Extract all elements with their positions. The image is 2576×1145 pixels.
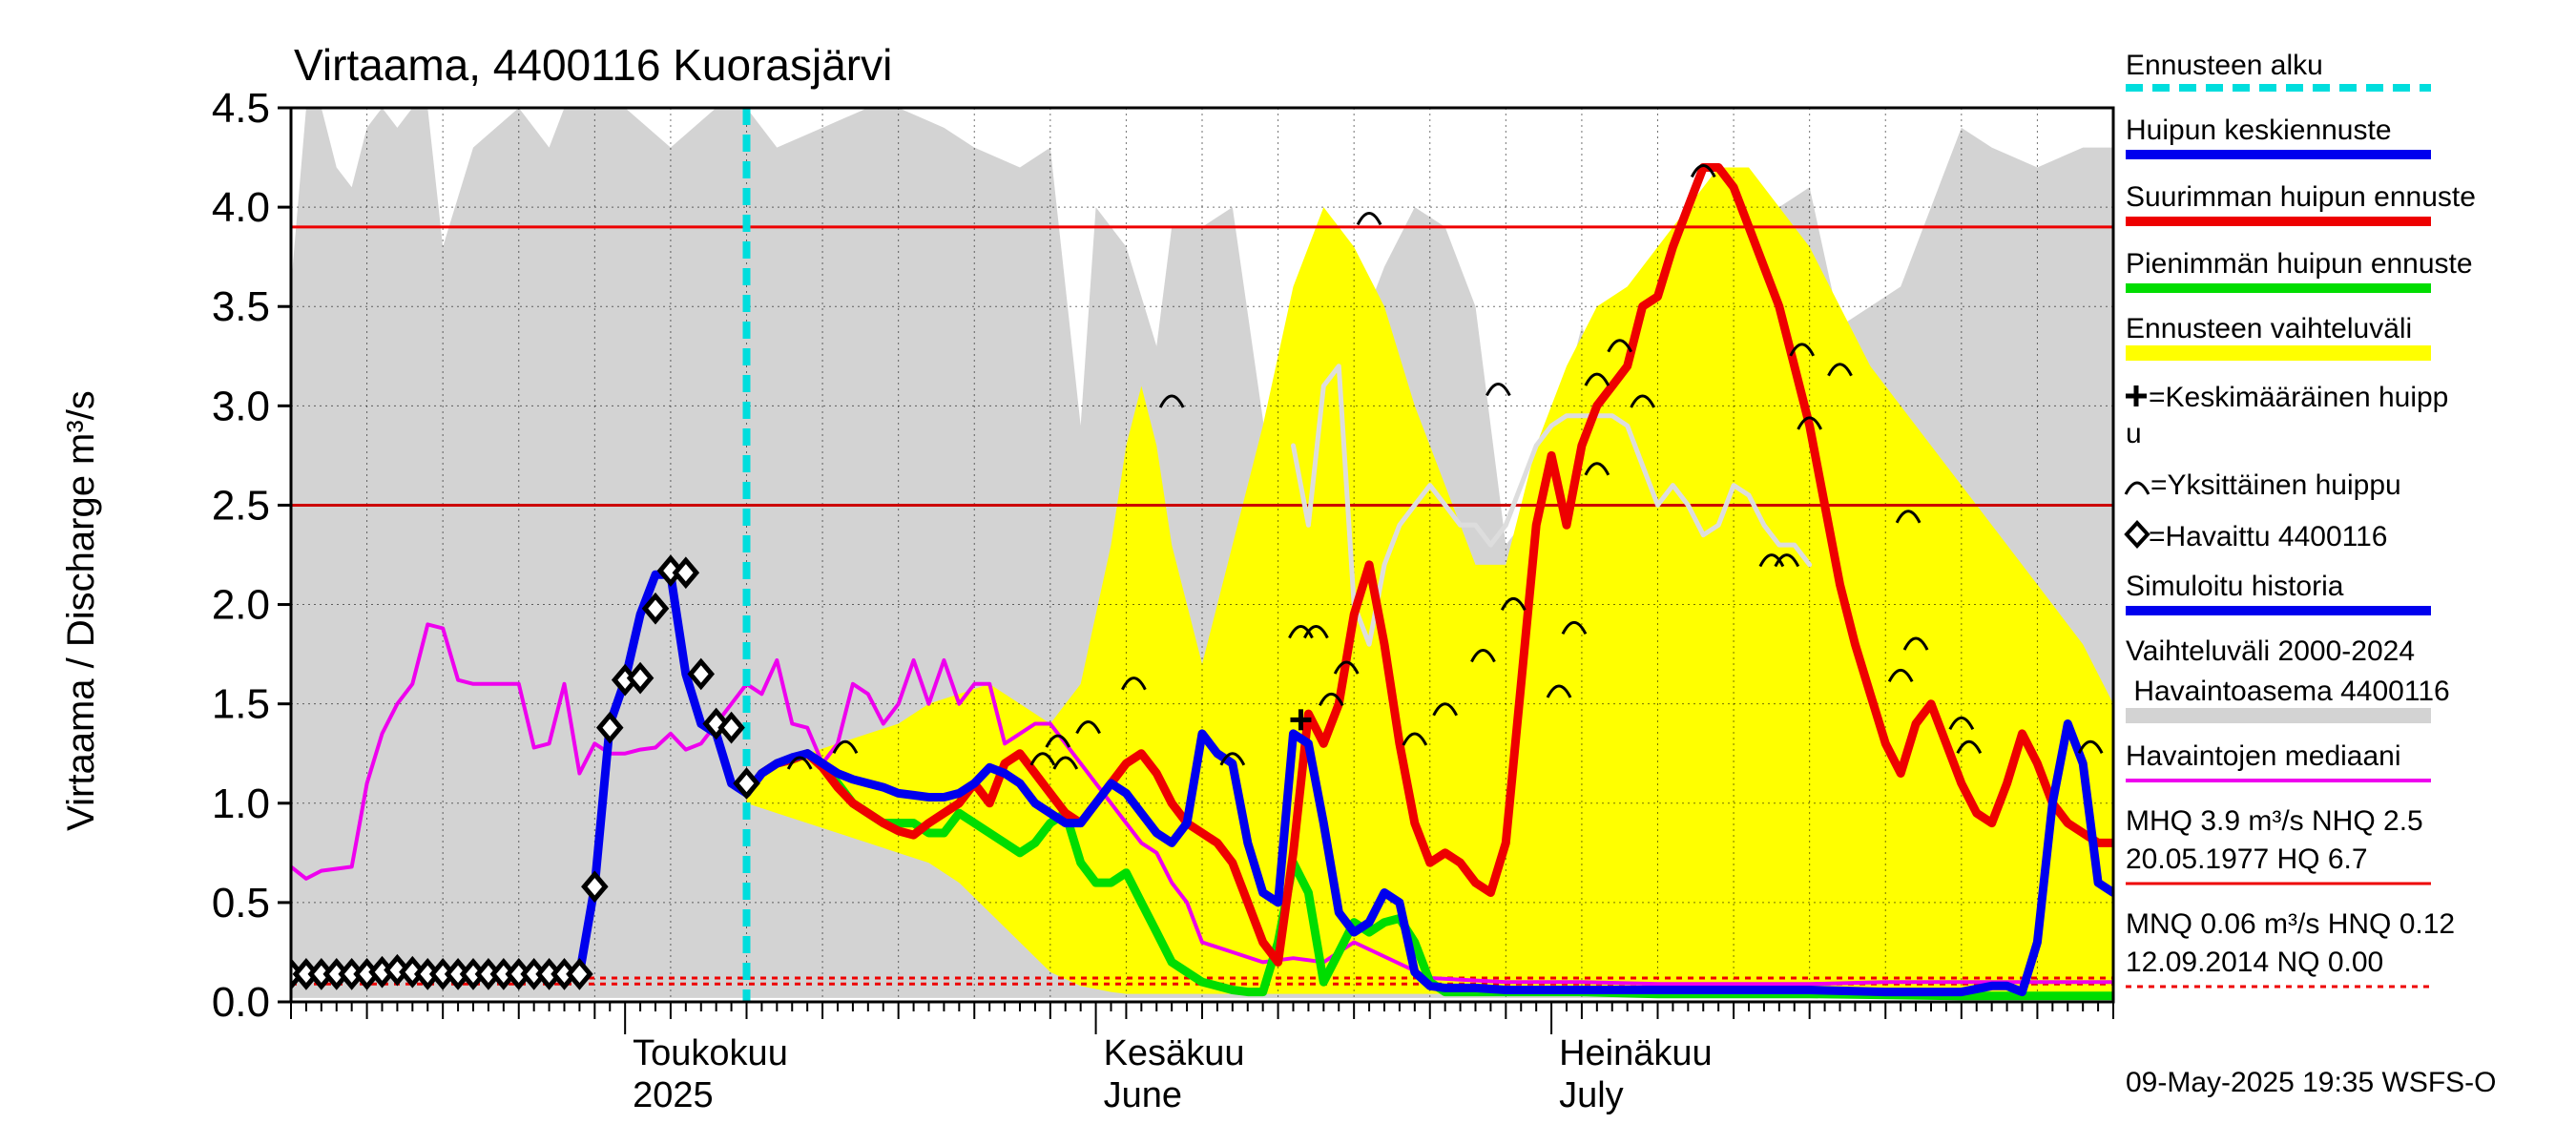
individual-peak-marker — [1318, 692, 1344, 707]
x-month-label: Kesäkuu — [1104, 1033, 1245, 1073]
individual-peak-marker — [1333, 660, 1360, 675]
observed-point — [672, 556, 700, 590]
individual-peak-marker — [1402, 732, 1428, 746]
individual-peak-marker — [1902, 636, 1929, 651]
plus-icon — [2126, 385, 2147, 406]
y-tick-label: 2.0 — [212, 582, 270, 629]
legend-mhq-label: MHQ 3.9 m³/s NHQ 2.5 — [2126, 805, 2423, 837]
observed-point — [687, 657, 716, 691]
individual-peak-marker — [1485, 383, 1511, 397]
y-tick-label: 3.0 — [212, 383, 270, 429]
individual-peak-marker — [1356, 211, 1382, 226]
y-tick-label: 0.5 — [212, 880, 270, 926]
legend-forecast-range-swatch — [2126, 345, 2431, 361]
individual-peak-marker — [1895, 510, 1922, 524]
forecast-range-band — [746, 167, 2113, 994]
individual-peak-marker — [2077, 739, 2104, 755]
x-month-sublabel: 2025 — [633, 1075, 714, 1115]
individual-peak-marker — [1758, 553, 1785, 568]
y-tick-label: 4.5 — [212, 85, 270, 132]
individual-peak-marker — [1690, 164, 1716, 178]
individual-peak-marker — [1500, 596, 1527, 612]
y-tick-label: 4.0 — [212, 184, 270, 231]
observed-point — [702, 707, 730, 740]
legend-mean-peak-forecast-label: Huipun keskiennuste — [2126, 114, 2392, 146]
legend-mean-peak-label: =Keskimääräinen huipp — [2149, 382, 2448, 413]
series-ennusteen-vaihteluv-li-median- — [1291, 364, 1813, 647]
y-tick-label: 2.5 — [212, 482, 270, 529]
individual-peak-marker — [786, 756, 813, 770]
individual-peak-marker — [1158, 394, 1185, 408]
individual-peak-marker — [1797, 416, 1823, 430]
observed-point — [717, 711, 745, 744]
individual-peak-marker — [1561, 620, 1588, 635]
individual-peak-marker — [1546, 684, 1572, 698]
individual-peak-marker — [1432, 702, 1459, 717]
individual-peak-marker — [1827, 363, 1853, 377]
individual-peak-marker — [1584, 462, 1610, 476]
plot-area: 0.0 0.5 1.0 1.5 2.0 2.5 3.0 3.5 4.0 4.5 Toukokuu20… — [212, 85, 2115, 1115]
individual-peak-marker — [1219, 752, 1246, 766]
legend: Ennusteen alku Huipun keskiennuste Suuri… — [2124, 50, 2476, 989]
individual-peak-marker — [1774, 553, 1800, 568]
y-tick-label: 1.5 — [212, 681, 270, 728]
peak-arc-icon — [2124, 481, 2150, 495]
legend-min-peak-forecast-label: Pienimmän huipun ennuste — [2126, 248, 2473, 280]
individual-peak-marker — [1789, 343, 1816, 357]
individual-peak-marker — [832, 739, 859, 755]
individual-peak-marker — [1607, 339, 1633, 353]
legend-observed-label: =Havaittu 4400116 — [2149, 521, 2387, 552]
individual-peak-marker — [1584, 372, 1610, 386]
individual-peak-marker — [1630, 394, 1655, 408]
y-axis-label: Virtaama / Discharge m³/s — [60, 390, 102, 831]
observed-point — [595, 711, 624, 744]
x-month-label: Toukokuu — [633, 1033, 788, 1073]
legend-forecast-range-label: Ennusteen vaihteluväli — [2126, 313, 2412, 344]
individual-peak-marker — [1887, 668, 1914, 683]
legend-forecast-start-label: Ennusteen alku — [2126, 50, 2323, 81]
legend-max-peak-forecast-label: Suurimman huipun ennuste — [2126, 181, 2476, 213]
footer-timestamp: 09-May-2025 19:35 WSFS-O — [2126, 1067, 2497, 1098]
legend-range-swatch — [2126, 708, 2431, 723]
individual-peak-marker — [1288, 625, 1314, 639]
diamond-icon — [2124, 520, 2150, 549]
y-tick-label: 3.5 — [212, 283, 270, 330]
individual-peak-marker — [1956, 739, 1983, 755]
legend-median-label: Havaintojen mediaani — [2126, 740, 2401, 772]
y-tick-label: 0.0 — [212, 979, 270, 1026]
plot-clip-group — [291, 108, 2113, 1002]
individual-peak-marker — [1052, 756, 1079, 770]
individual-peak-marker — [1029, 752, 1056, 766]
legend-simulated-label: Simuloitu historia — [2126, 571, 2344, 602]
observed-point — [626, 661, 654, 695]
legend-range-label: Vaihteluväli 2000-2024 — [2126, 635, 2415, 667]
x-month-label: Heinäkuu — [1559, 1033, 1713, 1073]
individual-peak-marker — [1948, 716, 1975, 731]
individual-peak-marker — [1075, 720, 1101, 735]
legend-range-station-label: Havaintoasema 4400116 — [2126, 676, 2450, 707]
individual-peak-marker — [1303, 625, 1329, 639]
observed-point — [566, 957, 593, 990]
observed-point — [581, 870, 609, 904]
x-month-sublabel: July — [1559, 1075, 1624, 1115]
individual-peak-marker — [1045, 734, 1071, 748]
chart-title: Virtaama, 4400116 Kuorasjärvi — [294, 40, 892, 90]
observed-point — [733, 767, 760, 800]
individual-peak-marker — [1121, 677, 1147, 691]
legend-mean-peak-label-cont: u — [2126, 418, 2142, 449]
legend-hq-label: 20.05.1977 HQ 6.7 — [2126, 843, 2368, 875]
observed-point — [641, 592, 670, 625]
x-month-sublabel: June — [1104, 1075, 1182, 1115]
legend-single-peak-label: =Yksittäinen huippu — [2150, 469, 2401, 501]
legend-mnq-label: MNQ 0.06 m³/s HNQ 0.12 — [2126, 908, 2455, 940]
legend-nq-label: 12.09.2014 NQ 0.00 — [2126, 947, 2383, 978]
individual-peak-marker — [1470, 649, 1496, 663]
y-tick-label: 1.0 — [212, 781, 270, 827]
